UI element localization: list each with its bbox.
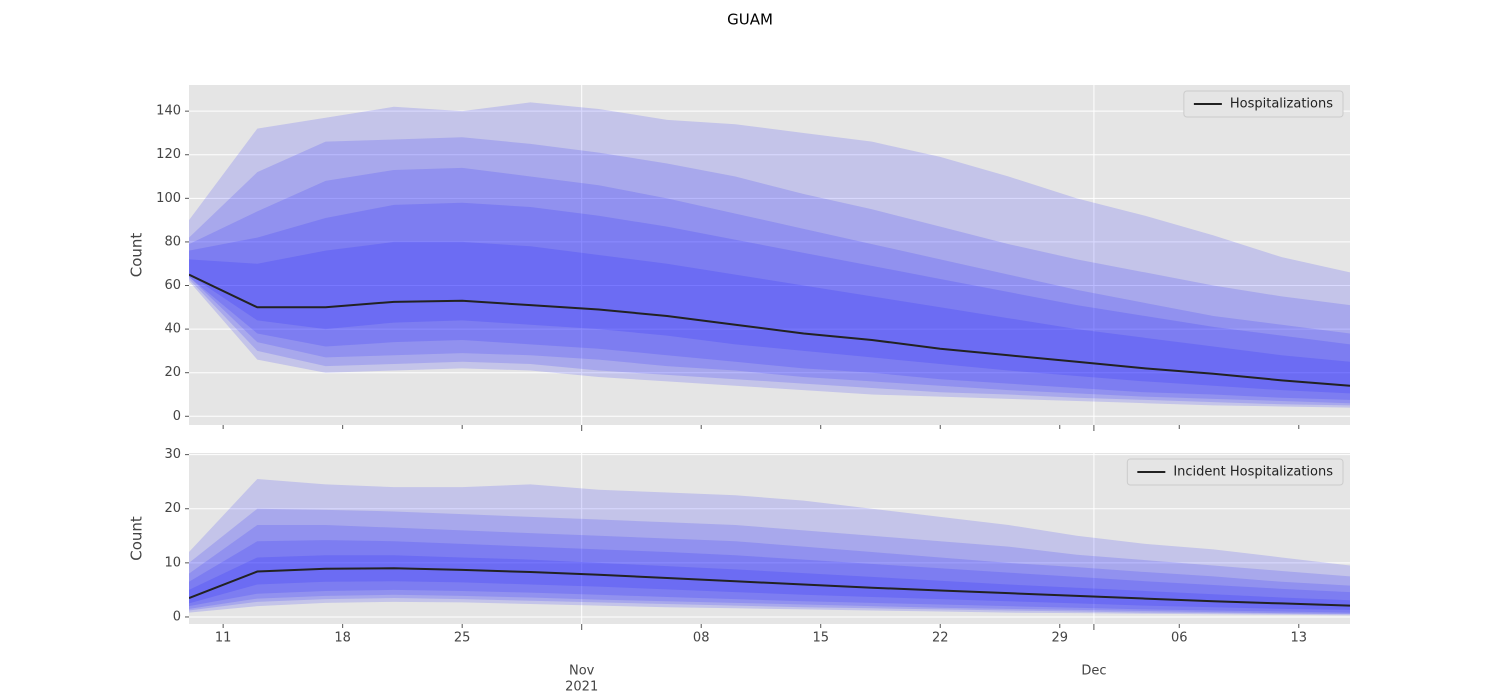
- x-month-label: Dec: [1081, 664, 1106, 679]
- y-tick-label: 0: [173, 409, 181, 424]
- legend-label: Hospitalizations: [1230, 97, 1333, 112]
- legend-box: [1183, 90, 1344, 118]
- y-tick-label: 10: [164, 555, 181, 570]
- x-tick-label: 29: [1051, 631, 1068, 646]
- band: [189, 167, 1350, 404]
- x-tick-label: 15: [812, 631, 829, 646]
- band: [189, 524, 1350, 614]
- x-tick-label: 18: [334, 631, 351, 646]
- x-month-label: Nov: [569, 664, 595, 679]
- y-tick-label: 20: [164, 365, 181, 380]
- y-tick-label: 80: [164, 234, 181, 249]
- legend-box: [1126, 458, 1344, 486]
- y-tick-label: 0: [173, 609, 181, 624]
- x-tick-label: 06: [1171, 631, 1188, 646]
- y-tick-label: 40: [164, 322, 181, 337]
- figure-title: GUAM: [727, 11, 773, 29]
- plot-content: [189, 478, 1350, 616]
- y-tick-label: 60: [164, 278, 181, 293]
- y-tick-label: 30: [164, 447, 181, 462]
- band: [189, 202, 1350, 400]
- band: [189, 137, 1350, 406]
- median-line: [189, 273, 1350, 387]
- median-line: [189, 567, 1350, 607]
- y-axis-label: Count: [128, 516, 146, 561]
- plot-content: [189, 102, 1350, 408]
- x-year-label: 2021: [565, 680, 598, 695]
- y-tick-label: 100: [156, 191, 181, 206]
- x-tick-label: 08: [693, 631, 710, 646]
- band: [189, 241, 1350, 394]
- y-tick-label: 120: [156, 147, 181, 162]
- legend-label: Incident Hospitalizations: [1173, 465, 1333, 480]
- x-tick-label: 25: [454, 631, 471, 646]
- band: [189, 478, 1350, 616]
- x-tick-label: 13: [1291, 631, 1308, 646]
- x-tick-label: 22: [932, 631, 949, 646]
- y-tick-label: 140: [156, 104, 181, 119]
- y-tick-label: 20: [164, 501, 181, 516]
- y-axis-label: Count: [128, 233, 146, 278]
- band: [189, 102, 1350, 408]
- x-tick-label: 11: [215, 631, 232, 646]
- band: [189, 508, 1350, 615]
